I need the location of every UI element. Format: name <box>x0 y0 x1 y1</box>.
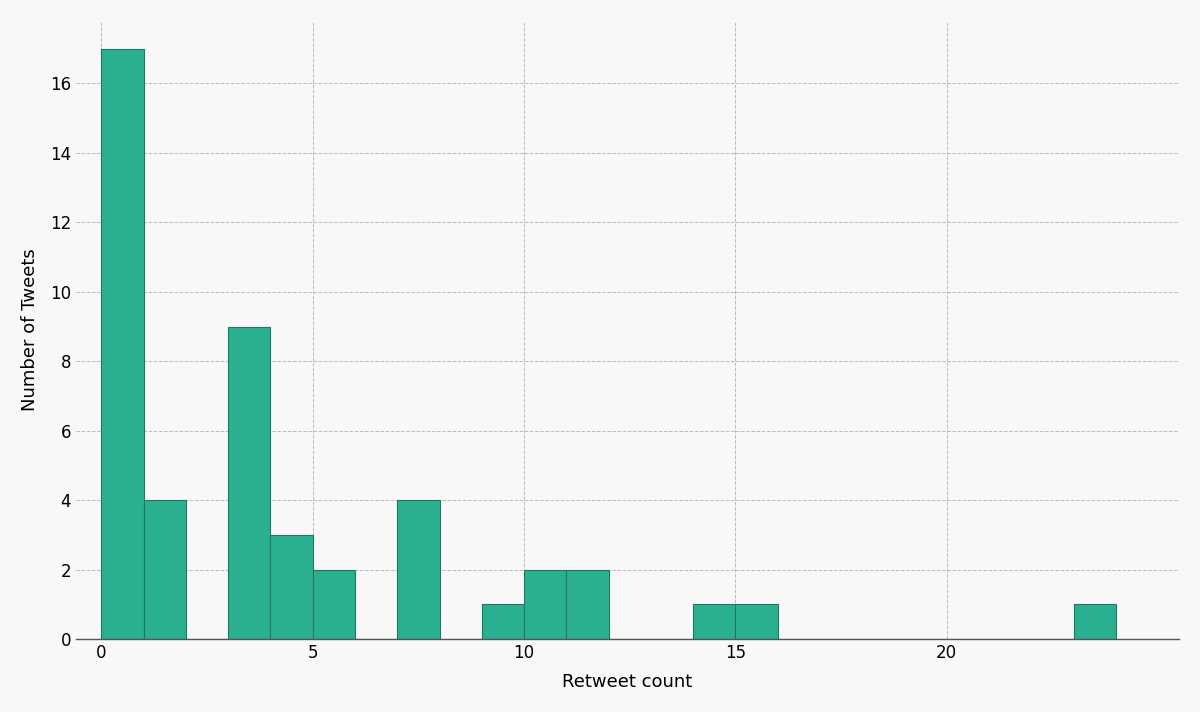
Bar <box>694 604 736 639</box>
Bar <box>566 570 608 639</box>
Bar <box>481 604 524 639</box>
Bar <box>228 327 270 639</box>
Bar <box>397 501 439 639</box>
Bar <box>524 570 566 639</box>
Bar <box>313 570 355 639</box>
Bar <box>102 48 144 639</box>
Bar <box>270 535 313 639</box>
X-axis label: Retweet count: Retweet count <box>563 673 692 691</box>
Bar <box>736 604 778 639</box>
Bar <box>1074 604 1116 639</box>
Bar <box>144 501 186 639</box>
Y-axis label: Number of Tweets: Number of Tweets <box>20 248 38 412</box>
